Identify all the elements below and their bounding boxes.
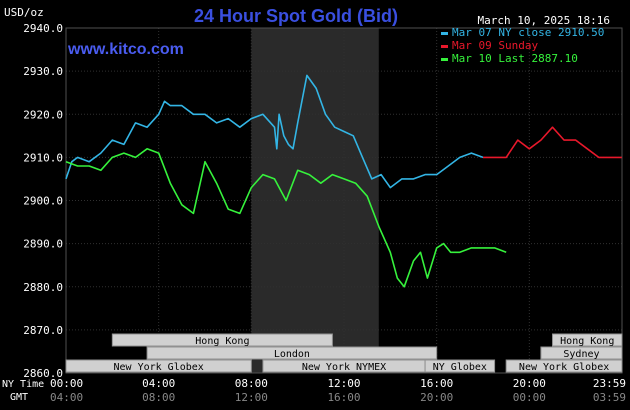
session-bar-label: NY Globex (433, 362, 487, 373)
y-tick-label: 2880.0 (23, 281, 63, 294)
legend-label: Mar 07 NY close 2910.50 (452, 26, 604, 39)
session-bar-label: New York Globex (114, 362, 204, 373)
series-line (483, 126, 622, 159)
legend-swatch (441, 32, 448, 35)
session-bar-rect (540, 346, 623, 360)
series-line (65, 74, 484, 189)
y-tick-label: 2890.0 (23, 238, 63, 251)
session-bar: New York Globex (65, 359, 252, 373)
session-bar-rect (65, 359, 252, 373)
y-tick-label: 2940.0 (23, 22, 63, 35)
x-tick-label-ny: 04:00 (142, 377, 175, 390)
x-tick-label-ny: 20:00 (513, 377, 546, 390)
legend-item: Mar 09 Sunday (441, 39, 538, 52)
price-series (65, 74, 622, 288)
unit-label: USD/oz (4, 6, 44, 19)
session-bar-rect (146, 346, 438, 360)
plot-frame (65, 27, 623, 374)
session-bar: New York Globex (505, 359, 623, 373)
timestamp-label: March 10, 2025 18:16 (478, 14, 610, 27)
legend-label: Mar 10 Last 2887.10 (452, 52, 578, 65)
y-tick-label: 2900.0 (23, 195, 63, 208)
y-tick-label: 2930.0 (23, 65, 63, 78)
session-bar-rect (424, 359, 496, 373)
x-axis-ticks: 00:00 04:00 08:00 12:00 16:00 20:00 23:5904:00… (50, 377, 626, 404)
session-bar: New York NYMEX (262, 359, 426, 373)
legend-item: Mar 10 Last 2887.10 (441, 52, 578, 65)
y-tick-label: 2860.0 (23, 367, 63, 380)
ny-time-label: NY Time (2, 379, 44, 390)
chart-title: 24 Hour Spot Gold (Bid) (194, 6, 398, 26)
x-tick-label-gmt: 00:00 (513, 391, 546, 404)
x-tick-label-gmt: 20:00 (420, 391, 453, 404)
gmt-label: GMT (10, 392, 28, 403)
session-bar-label: London (274, 349, 310, 360)
session-bar-label: Sydney (563, 349, 599, 360)
x-tick-label-gmt: 03:59 (593, 391, 626, 404)
session-bar-label: Hong Kong (560, 336, 614, 347)
session-bar: NY Globex (424, 359, 496, 373)
market-sessions: Hong Kong Hong Kong London Sydney New York G… (65, 333, 623, 373)
session-bar: Hong Kong (111, 333, 333, 347)
x-tick-label-gmt: 04:00 (50, 391, 83, 404)
legend-swatch (441, 58, 448, 61)
session-bar-label: New York Globex (519, 362, 609, 373)
session-bar-rect (111, 333, 333, 347)
y-tick-label: 2870.0 (23, 324, 63, 337)
x-tick-label-ny: 16:00 (420, 377, 453, 390)
x-tick-label-ny: 00:00 (50, 377, 83, 390)
session-bar: London (146, 346, 438, 360)
session-bar-rect (505, 359, 623, 373)
legend-swatch (441, 45, 448, 48)
session-bar-label: Hong Kong (195, 336, 249, 347)
legend-label: Mar 09 Sunday (452, 39, 538, 52)
y-tick-label: 2920.0 (23, 108, 63, 121)
y-tick-label: 2910.0 (23, 151, 63, 164)
y-axis-ticks: 2940.0 2930.0 2920.0 2910.0 2900.0 2890.0 2880… (23, 22, 63, 380)
x-tick-label-ny: 12:00 (327, 377, 360, 390)
session-bar: Sydney (540, 346, 623, 360)
x-tick-label-ny: 23:59 (593, 377, 626, 390)
x-tick-label-ny: 08:00 (235, 377, 268, 390)
session-bar-rect (552, 333, 623, 347)
x-tick-label-gmt: 12:00 (235, 391, 268, 404)
x-tick-label-gmt: 08:00 (142, 391, 175, 404)
session-bar-label: New York NYMEX (302, 362, 386, 373)
website-label: www.kitco.com (67, 41, 184, 58)
x-tick-label-gmt: 16:00 (327, 391, 360, 404)
legend-item: Mar 07 NY close 2910.50 (441, 26, 604, 39)
series-line (65, 148, 507, 288)
session-bar: Hong Kong (552, 333, 623, 347)
